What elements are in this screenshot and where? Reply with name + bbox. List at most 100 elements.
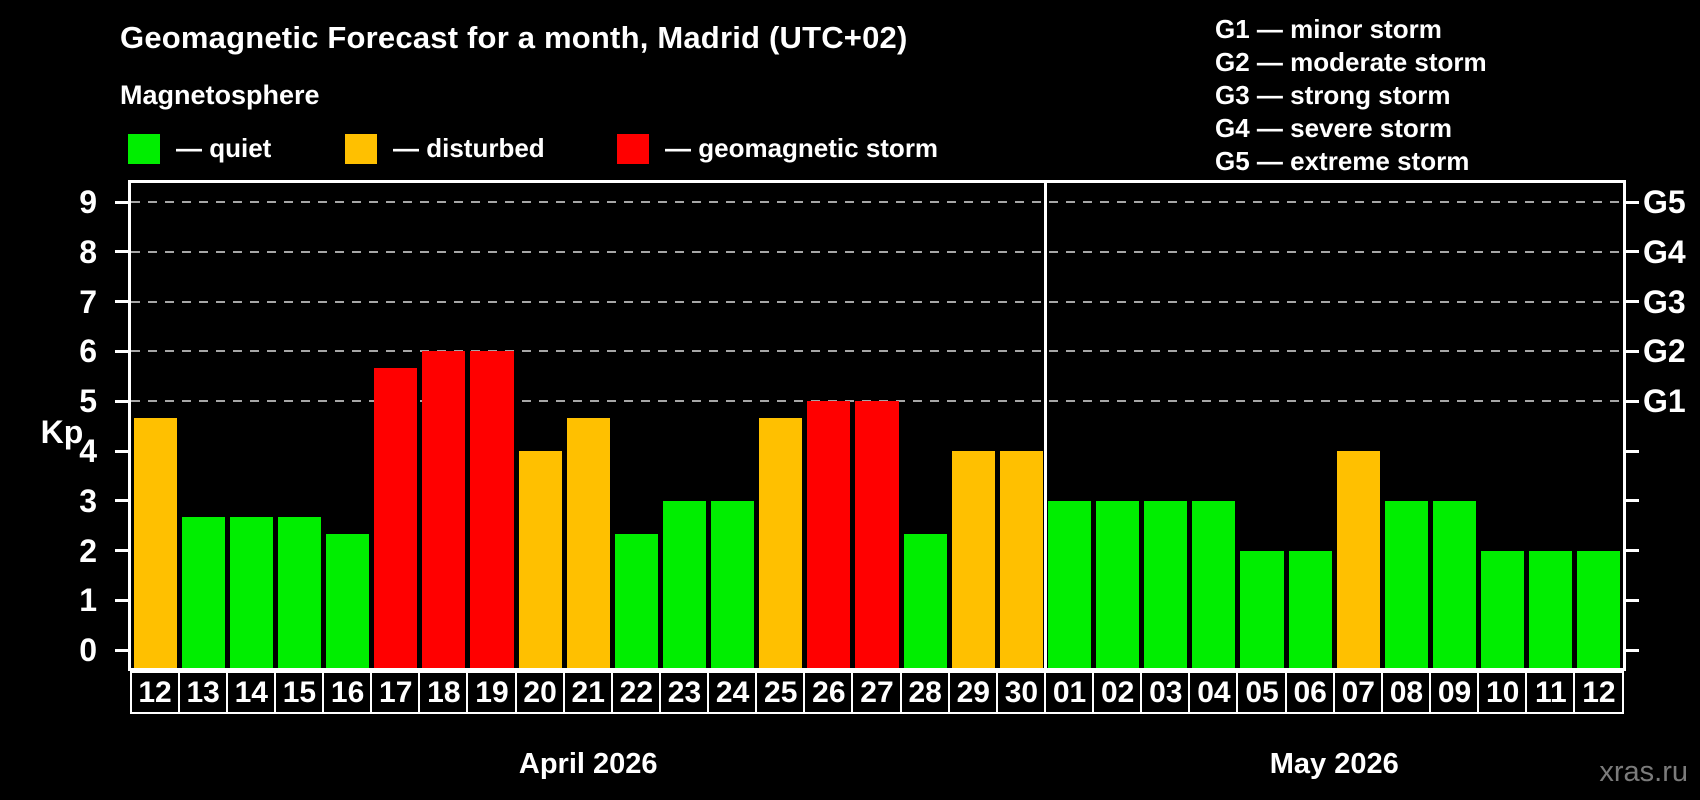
day-label-april-21: 21 [562, 671, 614, 714]
day-label-may-12: 12 [1573, 671, 1625, 714]
day-label-april-13: 13 [177, 671, 229, 714]
gridline-kp8 [131, 250, 1623, 253]
watermark: xras.ru [1599, 756, 1688, 788]
quiet-swatch-icon [128, 133, 160, 164]
day-label-may-03: 03 [1140, 671, 1192, 714]
y-tick-label-1: 1 [79, 582, 97, 619]
day-label-april-30: 30 [995, 671, 1047, 714]
day-label-april-24: 24 [707, 671, 759, 714]
day-label-april-17: 17 [370, 671, 422, 714]
y-tick-right-2 [1626, 549, 1639, 553]
g-scale-legend: G1 — minor storm G2 — moderate storm G3 — … [1215, 13, 1487, 178]
y-tick-label-6: 6 [79, 333, 97, 370]
bar-april-17 [374, 367, 418, 668]
month-separator [1043, 183, 1047, 668]
bar-may-12 [1577, 550, 1621, 668]
legend-label-storm: — geomagnetic storm [665, 133, 939, 163]
y-tick-left-4 [115, 449, 128, 453]
y-tick-right-0 [1626, 648, 1639, 652]
bar-may-05 [1240, 550, 1284, 668]
right-axis-label-G2: G2 [1643, 333, 1686, 370]
day-label-april-14: 14 [225, 671, 277, 714]
y-tick-right-7 [1626, 300, 1639, 304]
day-label-may-02: 02 [1092, 671, 1144, 714]
right-axis-label-G4: G4 [1643, 233, 1686, 270]
g-legend-item-2: G2 — moderate storm [1215, 47, 1487, 77]
day-label-april-18: 18 [418, 671, 470, 714]
legend-item-storm: — geomagnetic storm [617, 133, 938, 164]
right-axis-label-G1: G1 [1643, 383, 1686, 420]
day-label-april-20: 20 [514, 671, 566, 714]
bar-april-29 [951, 451, 995, 668]
day-label-may-04: 04 [1188, 671, 1240, 714]
bar-may-11 [1529, 550, 1573, 668]
y-tick-right-3 [1626, 499, 1639, 503]
day-label-april-23: 23 [658, 671, 711, 714]
y-tick-label-9: 9 [79, 184, 97, 220]
day-label-april-28: 28 [899, 671, 951, 714]
g-legend-item-4: G4 — severe storm [1215, 113, 1453, 143]
bar-april-19 [470, 351, 514, 668]
bar-may-02 [1096, 500, 1140, 668]
y-tick-left-9 [115, 200, 128, 204]
y-tick-right-9 [1626, 200, 1639, 204]
day-label-may-11: 11 [1525, 671, 1577, 714]
y-tick-right-6 [1626, 349, 1639, 353]
day-label-april-25: 25 [755, 671, 807, 714]
gridline-kp9 [131, 201, 1623, 203]
bar-may-06 [1288, 550, 1332, 668]
y-tick-left-7 [115, 300, 128, 304]
g-legend-item-3: G3 — strong storm [1215, 80, 1451, 110]
day-label-may-07: 07 [1332, 671, 1384, 714]
day-label-may-10: 10 [1477, 671, 1529, 714]
bar-april-27 [855, 401, 899, 668]
y-tick-left-1 [115, 598, 128, 602]
bar-april-21 [566, 417, 610, 668]
bar-may-04 [1192, 500, 1236, 668]
right-axis-label-G5: G5 [1643, 184, 1686, 220]
bar-april-22 [614, 534, 658, 668]
day-label-april-22: 22 [610, 671, 662, 714]
y-tick-left-0 [115, 648, 128, 652]
y-tick-label-0: 0 [79, 632, 97, 669]
bar-april-30 [999, 451, 1043, 668]
day-label-april-16: 16 [322, 671, 374, 714]
gridline-kp6 [131, 350, 1623, 353]
day-label-april-12: 12 [129, 671, 181, 714]
g-legend-item-5: G5 — extreme storm [1215, 146, 1470, 176]
day-label-may-06: 06 [1284, 671, 1336, 714]
g-legend-item-1: G1 — minor storm [1215, 14, 1442, 44]
bar-april-20 [518, 451, 562, 668]
bar-april-23 [662, 500, 707, 668]
bar-may-03 [1144, 500, 1188, 668]
month-label-may: May 2026 [1269, 748, 1399, 780]
bar-may-01 [1047, 500, 1092, 668]
y-tick-right-5 [1626, 399, 1639, 403]
y-tick-right-8 [1626, 250, 1639, 254]
bar-may-08 [1384, 500, 1428, 668]
legend-item-quiet: — quiet [128, 133, 271, 164]
bar-may-07 [1336, 451, 1380, 668]
bar-april-13 [181, 517, 225, 668]
y-tick-right-4 [1626, 449, 1639, 453]
day-label-april-19: 19 [466, 671, 518, 714]
gridline-kp7 [131, 300, 1623, 303]
bar-may-10 [1481, 550, 1525, 668]
legend-item-disturbed: — disturbed [345, 133, 545, 164]
page-title: Geomagnetic Forecast for a month, Madrid… [120, 20, 908, 55]
bar-april-18 [422, 351, 466, 668]
day-label-may-08: 08 [1380, 671, 1432, 714]
y-tick-right-1 [1626, 598, 1639, 602]
y-tick-left-2 [115, 549, 128, 553]
bar-april-28 [903, 534, 947, 668]
y-tick-left-6 [115, 349, 128, 353]
y-tick-left-3 [115, 499, 128, 503]
gridline-kp5 [131, 400, 1623, 403]
y-tick-label-3: 3 [79, 482, 97, 519]
day-label-april-29: 29 [947, 671, 999, 714]
bar-april-25 [759, 417, 803, 668]
disturbed-swatch-icon [345, 133, 377, 164]
bar-april-15 [277, 517, 321, 668]
bar-april-12 [133, 417, 177, 668]
y-tick-label-7: 7 [79, 283, 97, 320]
